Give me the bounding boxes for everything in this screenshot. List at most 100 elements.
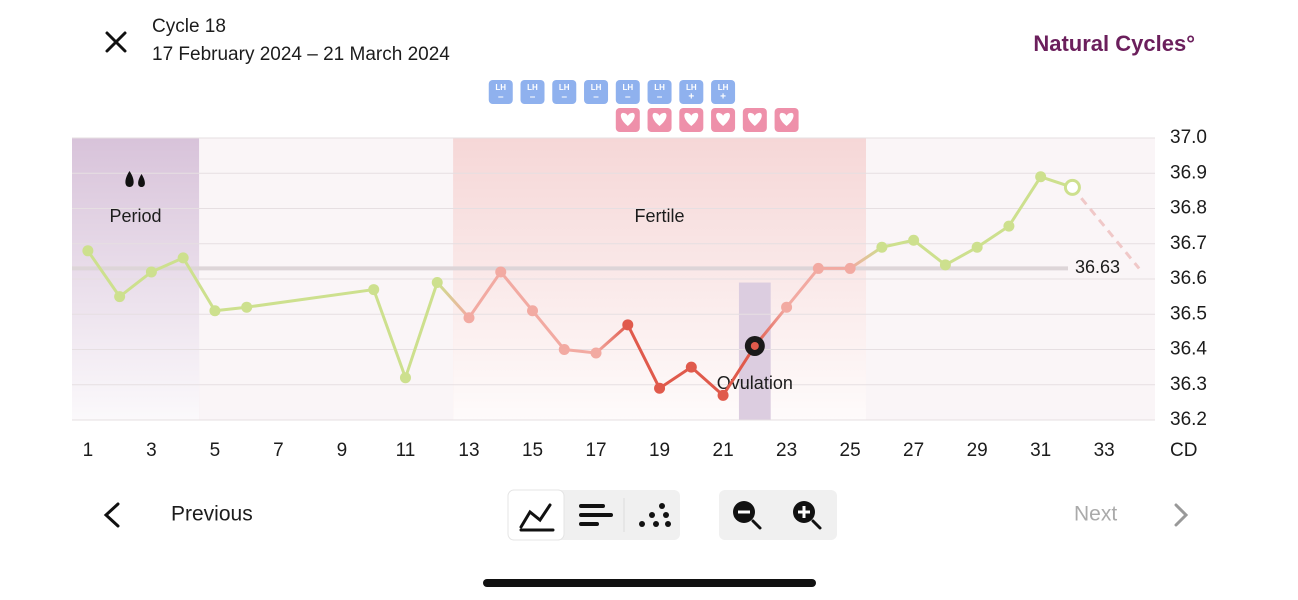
line-segment	[785, 266, 820, 309]
point	[209, 305, 221, 317]
lh-test-badge	[488, 80, 513, 104]
point	[527, 305, 539, 317]
y-tick-label: 37.0	[1170, 127, 1207, 148]
line-segment	[118, 270, 153, 299]
dots-view-button[interactable]	[639, 503, 671, 527]
point	[590, 347, 602, 359]
zoom-out-button[interactable]	[733, 501, 762, 530]
zoom-in-button[interactable]	[793, 501, 822, 530]
x-tick-label: 13	[458, 440, 479, 461]
y-tick-label: 36.9	[1170, 162, 1207, 183]
x-tick-label: 7	[273, 440, 284, 461]
line-segment	[467, 270, 503, 320]
line-segment	[181, 256, 217, 313]
point	[939, 259, 951, 271]
lh-test-badge	[711, 80, 736, 104]
x-tick-label: 17	[585, 440, 606, 461]
lh-test-label: LH	[559, 83, 570, 92]
line-segment	[626, 323, 662, 390]
y-tick-label: 36.2	[1170, 409, 1207, 430]
x-axis-label: CD	[1170, 440, 1197, 461]
lh-test-label: LH	[622, 83, 633, 92]
next-label: Next	[1074, 503, 1117, 526]
point	[177, 252, 189, 264]
cycle-title: Cycle 18	[152, 16, 226, 37]
y-tick-label: 36.5	[1170, 303, 1207, 324]
lh-test-result: +	[720, 92, 726, 103]
line-segment	[435, 281, 471, 320]
line-segment	[86, 249, 122, 299]
x-tick-label: 11	[396, 440, 416, 461]
point	[717, 389, 729, 401]
point	[1003, 220, 1015, 232]
point	[241, 301, 253, 313]
today-point	[1063, 178, 1081, 196]
period-icon	[125, 171, 145, 187]
line-segment	[943, 245, 979, 267]
lh-test-result: –	[498, 92, 504, 103]
line-segment	[912, 238, 947, 267]
point	[622, 319, 634, 331]
forecast-line	[1071, 186, 1141, 270]
x-tick-label: 3	[146, 440, 157, 461]
heart-icon	[747, 112, 762, 126]
chart: 36.236.336.436.536.636.736.836.937.01 3 5 7…	[72, 80, 1207, 461]
zone-label: Period	[110, 206, 162, 226]
point	[685, 361, 697, 373]
line-segment	[594, 323, 630, 355]
lh-test-label: LH	[654, 83, 665, 92]
lh-test-label: LH	[591, 83, 602, 92]
lh-test-badge	[584, 80, 609, 104]
heart-icon	[620, 112, 635, 126]
point	[781, 301, 793, 313]
point	[463, 312, 475, 324]
graph-icon	[519, 503, 555, 532]
point	[558, 344, 570, 355]
point	[654, 382, 666, 394]
y-tick-label: 36.3	[1170, 374, 1207, 395]
lh-test-result: –	[530, 92, 536, 103]
point	[812, 262, 824, 274]
x-tick-label: 33	[1094, 440, 1115, 461]
point	[876, 241, 888, 253]
zone-label: Fertile	[635, 206, 685, 226]
previous-label: Previous	[171, 503, 253, 526]
point	[908, 234, 920, 246]
line-segment	[975, 224, 1011, 249]
x-tick-label: 19	[649, 440, 670, 461]
line-segment	[372, 288, 407, 380]
line-segment	[848, 245, 884, 270]
point	[145, 266, 157, 278]
point	[399, 372, 411, 384]
x-tick-label: 23	[776, 440, 797, 461]
lh-test-label: LH	[718, 83, 729, 92]
y-tick-label: 36.7	[1170, 233, 1207, 254]
point	[368, 284, 380, 296]
close-button[interactable]	[105, 31, 127, 53]
line-segment	[499, 270, 535, 313]
x-tick-label: 25	[840, 440, 861, 461]
x-tick-label: 29	[967, 440, 988, 461]
x-tick-label: 31	[1030, 440, 1051, 461]
previous-button[interactable]: Previous	[103, 502, 253, 528]
heart-icon	[684, 112, 699, 126]
point	[971, 241, 983, 253]
y-tick-label: 36.6	[1170, 268, 1207, 289]
next-button[interactable]: Next	[1074, 503, 1189, 527]
point	[844, 262, 856, 274]
y-tick-label: 36.4	[1170, 339, 1207, 360]
lh-test-badge	[679, 80, 704, 104]
lh-test-label: LH	[527, 83, 538, 92]
brand: Natural Cycles°	[1033, 31, 1195, 56]
lh-test-label: LH	[495, 83, 506, 92]
line-segment	[658, 365, 693, 390]
lh-test-result: +	[688, 92, 694, 103]
x-tick-label: 27	[903, 440, 924, 461]
list-view-button[interactable]	[579, 504, 613, 526]
point	[1035, 171, 1047, 183]
x-tick-label: 9	[337, 440, 348, 461]
x-tick-label: 5	[210, 440, 221, 461]
heart-icon	[779, 112, 794, 126]
current-day-dot	[750, 341, 759, 350]
